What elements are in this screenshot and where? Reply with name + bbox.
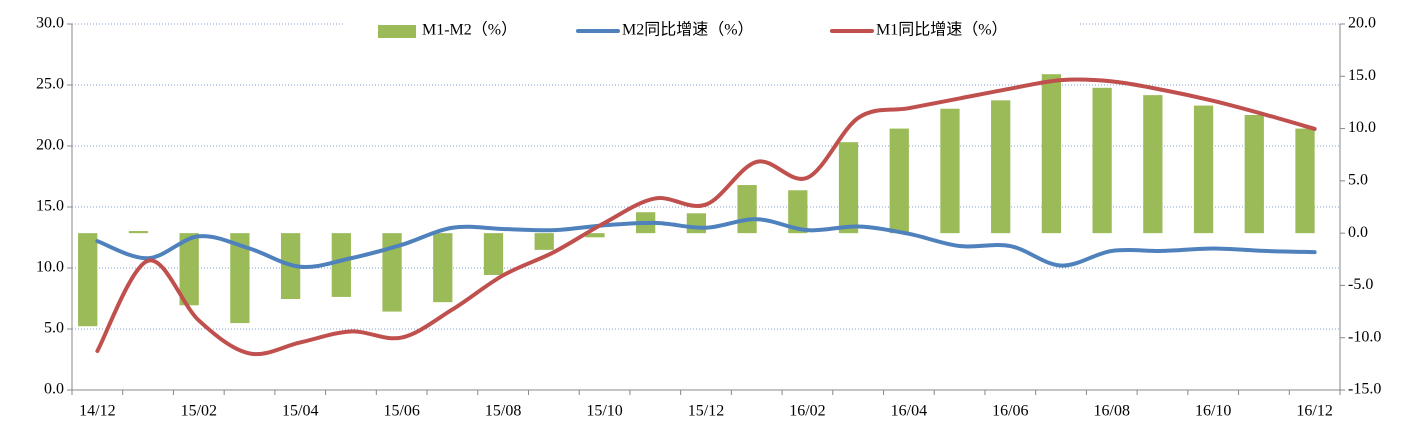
legend-swatch bbox=[378, 25, 416, 38]
bar bbox=[1193, 105, 1214, 234]
bar bbox=[331, 233, 351, 297]
x-tick-label: 15/08 bbox=[485, 403, 521, 420]
x-tick-label: 16/04 bbox=[891, 403, 927, 420]
bar bbox=[483, 233, 504, 275]
y2-tick-label: 15.0 bbox=[1348, 67, 1376, 84]
x-tick-label: 15/06 bbox=[383, 403, 419, 420]
bar bbox=[1295, 128, 1315, 234]
y-tick-label: 0.0 bbox=[44, 381, 64, 398]
bar bbox=[788, 190, 808, 234]
y2-tick-label: 0.0 bbox=[1348, 224, 1368, 241]
x-tick-label: 15/04 bbox=[282, 403, 318, 420]
y-tick-label: 30.0 bbox=[36, 15, 64, 32]
x-tick-label: 16/06 bbox=[992, 403, 1028, 420]
bar bbox=[128, 231, 149, 234]
y2-tick-label: -10.0 bbox=[1348, 328, 1381, 345]
y-tick-label: 5.0 bbox=[44, 320, 64, 337]
x-tick-label: 16/10 bbox=[1195, 403, 1231, 420]
y2-tick-label: 5.0 bbox=[1348, 172, 1368, 189]
legend-label: M1-M2（%） bbox=[422, 21, 517, 39]
bar bbox=[991, 100, 1011, 234]
y-tick-label: 10.0 bbox=[36, 259, 64, 276]
bar bbox=[737, 185, 757, 234]
bar bbox=[585, 233, 605, 238]
x-tick-label: 14/12 bbox=[79, 403, 115, 420]
y2-tick-label: 20.0 bbox=[1348, 15, 1376, 32]
x-tick-label: 15/10 bbox=[586, 403, 622, 420]
legend-label: M1同比增速（%） bbox=[876, 21, 1008, 39]
x-tick-label: 16/08 bbox=[1094, 403, 1130, 420]
bar bbox=[534, 233, 554, 250]
bar bbox=[382, 233, 402, 312]
legend-label: M2同比增速（%） bbox=[622, 21, 754, 39]
x-tick-label: 15/02 bbox=[181, 403, 217, 420]
x-tick-label: 16/02 bbox=[789, 403, 825, 420]
bar bbox=[1041, 74, 1062, 234]
bar bbox=[889, 128, 909, 234]
x-tick-label: 15/12 bbox=[688, 403, 724, 420]
bar bbox=[230, 233, 250, 324]
y2-tick-label: 10.0 bbox=[1348, 119, 1376, 136]
bar bbox=[179, 233, 199, 306]
y2-tick-label: -15.0 bbox=[1348, 381, 1381, 398]
y2-tick-label: -5.0 bbox=[1348, 276, 1373, 293]
bar bbox=[940, 108, 960, 234]
line bbox=[95, 217, 1317, 270]
y-tick-label: 15.0 bbox=[36, 198, 64, 215]
y-tick-label: 25.0 bbox=[36, 76, 64, 93]
bar bbox=[1244, 114, 1264, 234]
legend-background bbox=[345, 14, 1080, 48]
bar bbox=[686, 213, 706, 234]
x-tick-label: 16/12 bbox=[1296, 403, 1332, 420]
bar bbox=[1092, 87, 1112, 234]
bar bbox=[433, 233, 453, 303]
bar bbox=[1143, 95, 1163, 234]
bar bbox=[78, 233, 98, 327]
line bbox=[95, 77, 1317, 357]
y-tick-label: 20.0 bbox=[36, 137, 64, 154]
bar bbox=[838, 142, 859, 234]
